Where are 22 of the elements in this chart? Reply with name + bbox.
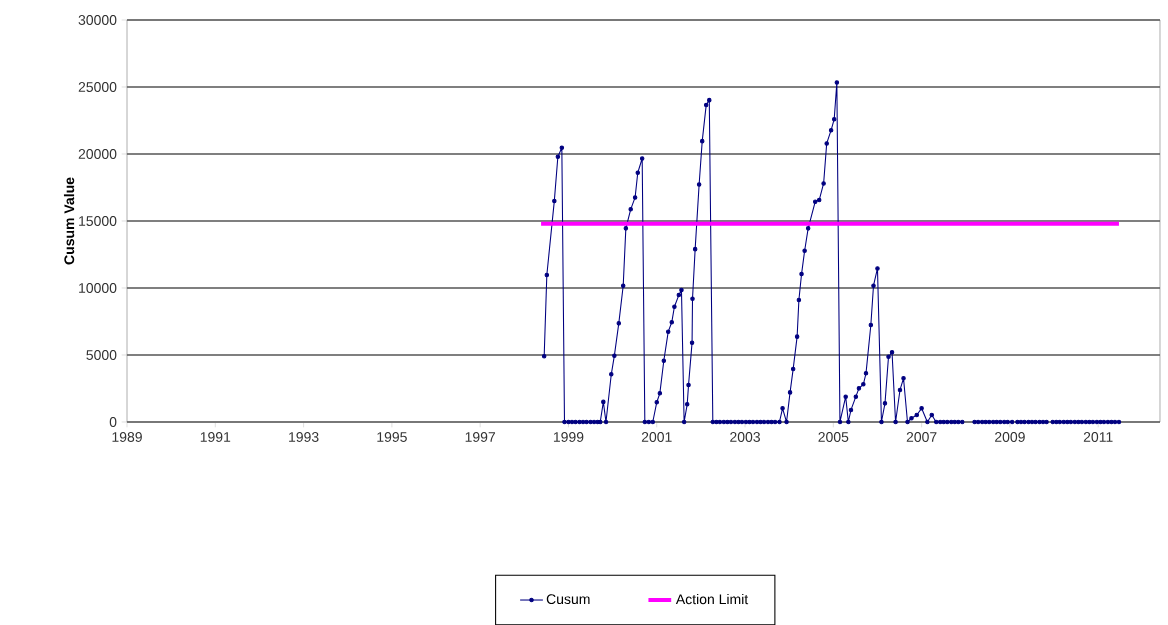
x-tick-label: 2007	[906, 432, 937, 442]
y-tick-label: 10000	[79, 283, 117, 293]
x-tick-label: 2011	[1083, 432, 1113, 442]
legend-label: Action Limit	[675, 593, 749, 605]
x-tick-label: 1991	[200, 432, 231, 442]
y-tick-label: 5000	[86, 350, 117, 360]
x-tick-label: 2003	[730, 432, 760, 442]
x-tick-label: 1989	[112, 432, 142, 442]
x-tick-label: 1995	[377, 432, 407, 442]
x-tick-label: 2001	[641, 432, 672, 442]
y-tick-label: 15000	[79, 216, 117, 226]
x-tick-label: 1997	[465, 432, 496, 442]
x-tick-label: 2005	[818, 432, 849, 442]
x-tick-label: 1993	[289, 432, 319, 442]
y-tick-label: 0	[109, 417, 117, 427]
x-tick-label: 2009	[995, 432, 1025, 442]
y-tick-label: 20000	[78, 149, 117, 159]
legend-label: Cusum	[546, 594, 590, 605]
y-tick-label: 25000	[78, 82, 117, 92]
y-tick-label: 30000	[78, 15, 117, 25]
x-tick-label: 1999	[553, 432, 584, 442]
y-axis-title: Cusum Value	[63, 177, 75, 265]
